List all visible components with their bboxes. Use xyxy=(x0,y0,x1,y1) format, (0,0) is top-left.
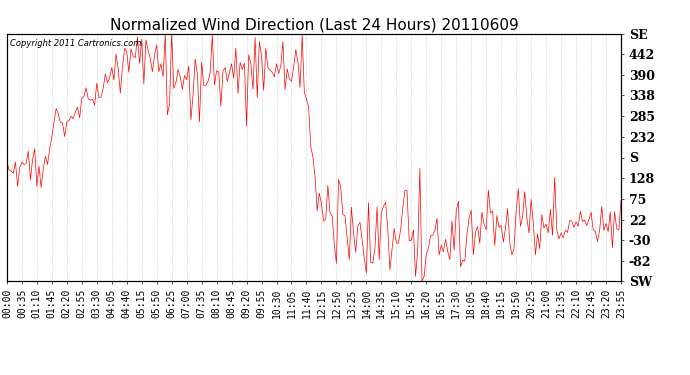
Text: Copyright 2011 Cartronics.com: Copyright 2011 Cartronics.com xyxy=(10,39,141,48)
Title: Normalized Wind Direction (Last 24 Hours) 20110609: Normalized Wind Direction (Last 24 Hours… xyxy=(110,18,518,33)
